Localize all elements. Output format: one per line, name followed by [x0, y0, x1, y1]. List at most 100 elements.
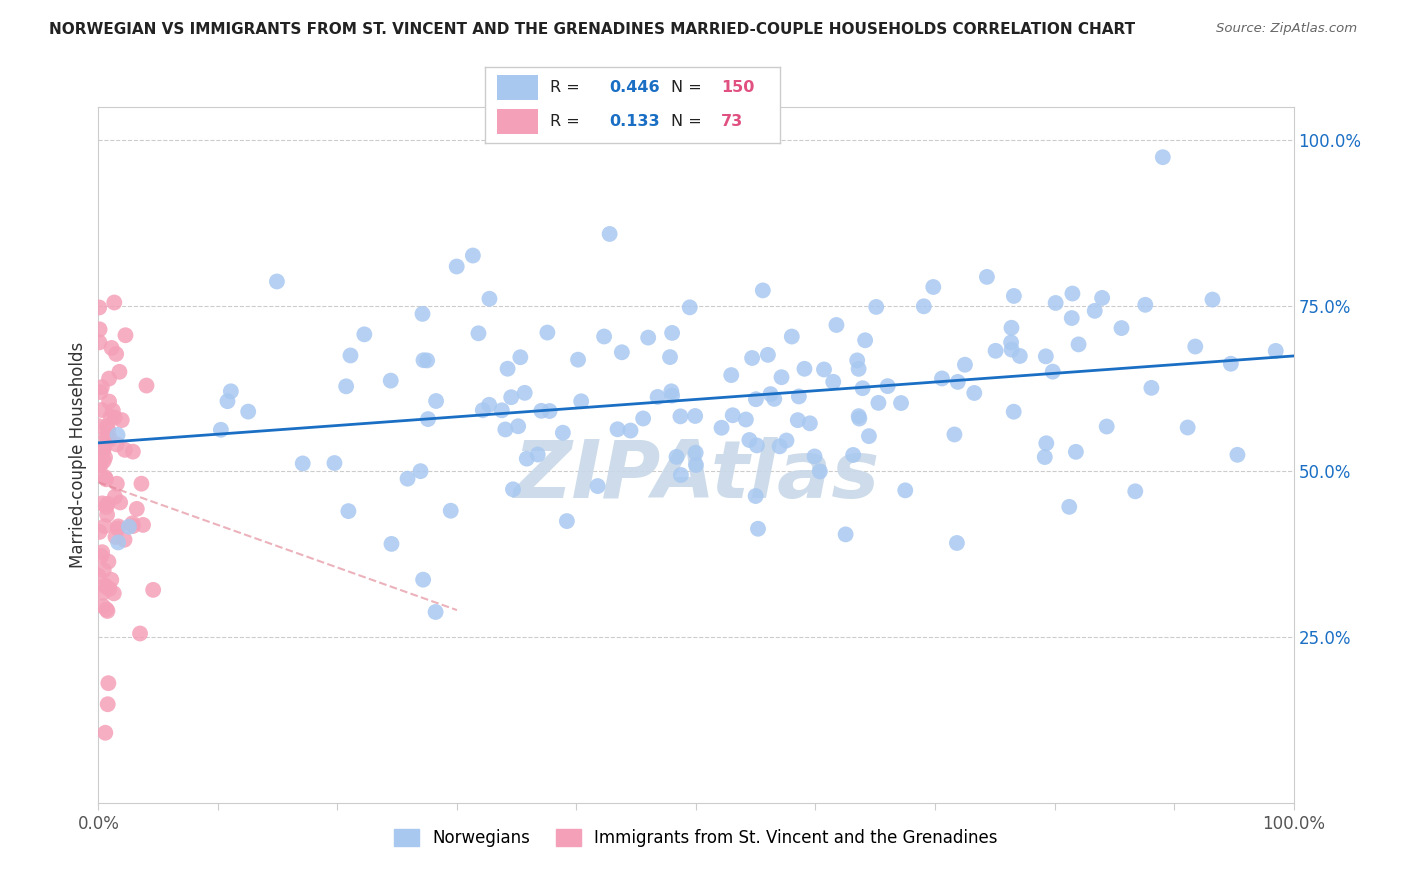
Point: [416, 353, 439, 368]
Point: [97, 423, 120, 437]
Point: [467, 326, 489, 341]
Legend: Norwegians, Immigrants from St. Vincent and the Grenadines: Norwegians, Immigrants from St. Vincent …: [388, 822, 1004, 854]
Point: [1111, 321, 1133, 335]
Point: [105, 347, 128, 361]
Point: [1000, 343, 1022, 357]
Point: [478, 398, 501, 412]
Point: [756, 348, 779, 362]
Point: [799, 417, 821, 431]
Point: [98, 582, 121, 596]
Point: [890, 396, 912, 410]
Point: [89, 322, 111, 336]
Point: [97, 698, 120, 712]
Point: [107, 522, 129, 536]
Point: [98, 433, 121, 447]
Point: [943, 427, 966, 442]
Point: [93, 441, 115, 455]
Point: [91, 496, 114, 510]
Point: [105, 476, 128, 491]
Point: [96, 500, 118, 514]
Point: [425, 394, 447, 409]
Point: [91, 545, 114, 559]
Point: [659, 384, 682, 399]
Point: [425, 605, 447, 619]
Text: ZIPAtlas: ZIPAtlas: [513, 437, 879, 515]
Text: R =: R =: [550, 80, 579, 95]
Point: [89, 385, 111, 400]
Point: [491, 403, 513, 417]
Point: [720, 368, 742, 383]
Point: [610, 345, 633, 359]
Point: [129, 626, 152, 640]
Point: [1219, 357, 1241, 371]
Point: [685, 458, 707, 472]
Point: [1060, 311, 1083, 326]
Point: [858, 429, 880, 443]
Point: [865, 300, 887, 314]
Point: [496, 361, 519, 376]
Point: [530, 404, 553, 418]
Point: [1033, 450, 1056, 464]
Point: [238, 404, 260, 418]
Point: [96, 580, 118, 594]
Point: [219, 384, 242, 399]
Text: 150: 150: [721, 80, 755, 95]
Point: [131, 476, 153, 491]
Point: [471, 403, 494, 417]
Point: [752, 284, 775, 298]
Point: [335, 379, 357, 393]
Point: [661, 388, 683, 402]
Text: N =: N =: [671, 114, 702, 129]
Point: [803, 450, 825, 464]
Point: [94, 578, 117, 592]
Text: Source: ZipAtlas.com: Source: ZipAtlas.com: [1216, 22, 1357, 36]
Point: [478, 292, 501, 306]
Point: [1140, 381, 1163, 395]
Point: [121, 516, 143, 531]
Point: [89, 457, 111, 471]
Point: [209, 423, 232, 437]
Point: [569, 394, 592, 409]
Point: [912, 299, 935, 313]
Point: [96, 508, 118, 522]
Point: [734, 412, 756, 426]
Point: [848, 411, 870, 425]
Point: [87, 419, 110, 434]
Point: [526, 448, 548, 462]
Point: [683, 409, 706, 423]
Point: [834, 527, 856, 541]
Point: [97, 497, 120, 511]
Point: [93, 454, 115, 468]
Point: [1064, 445, 1087, 459]
Text: 0.446: 0.446: [609, 80, 659, 95]
Point: [412, 353, 434, 368]
Point: [1042, 365, 1064, 379]
Point: [1057, 500, 1080, 514]
Point: [1177, 420, 1199, 434]
Point: [104, 530, 127, 544]
Point: [108, 495, 131, 509]
Point: [738, 433, 761, 447]
Point: [1045, 296, 1067, 310]
Point: [661, 326, 683, 340]
Point: [90, 549, 112, 563]
Point: [808, 464, 831, 478]
Point: [1201, 293, 1223, 307]
Text: 0.133: 0.133: [609, 114, 659, 129]
Point: [1002, 289, 1025, 303]
Point: [953, 358, 976, 372]
Point: [90, 380, 112, 394]
Point: [846, 353, 869, 368]
Point: [104, 410, 127, 425]
Point: [852, 381, 875, 395]
Point: [509, 350, 531, 364]
Point: [89, 458, 111, 473]
Point: [380, 374, 402, 388]
Point: [337, 504, 360, 518]
Point: [114, 328, 136, 343]
Point: [339, 348, 361, 362]
Point: [606, 422, 628, 436]
Point: [502, 483, 524, 497]
Point: [1000, 320, 1022, 334]
Point: [93, 563, 115, 577]
